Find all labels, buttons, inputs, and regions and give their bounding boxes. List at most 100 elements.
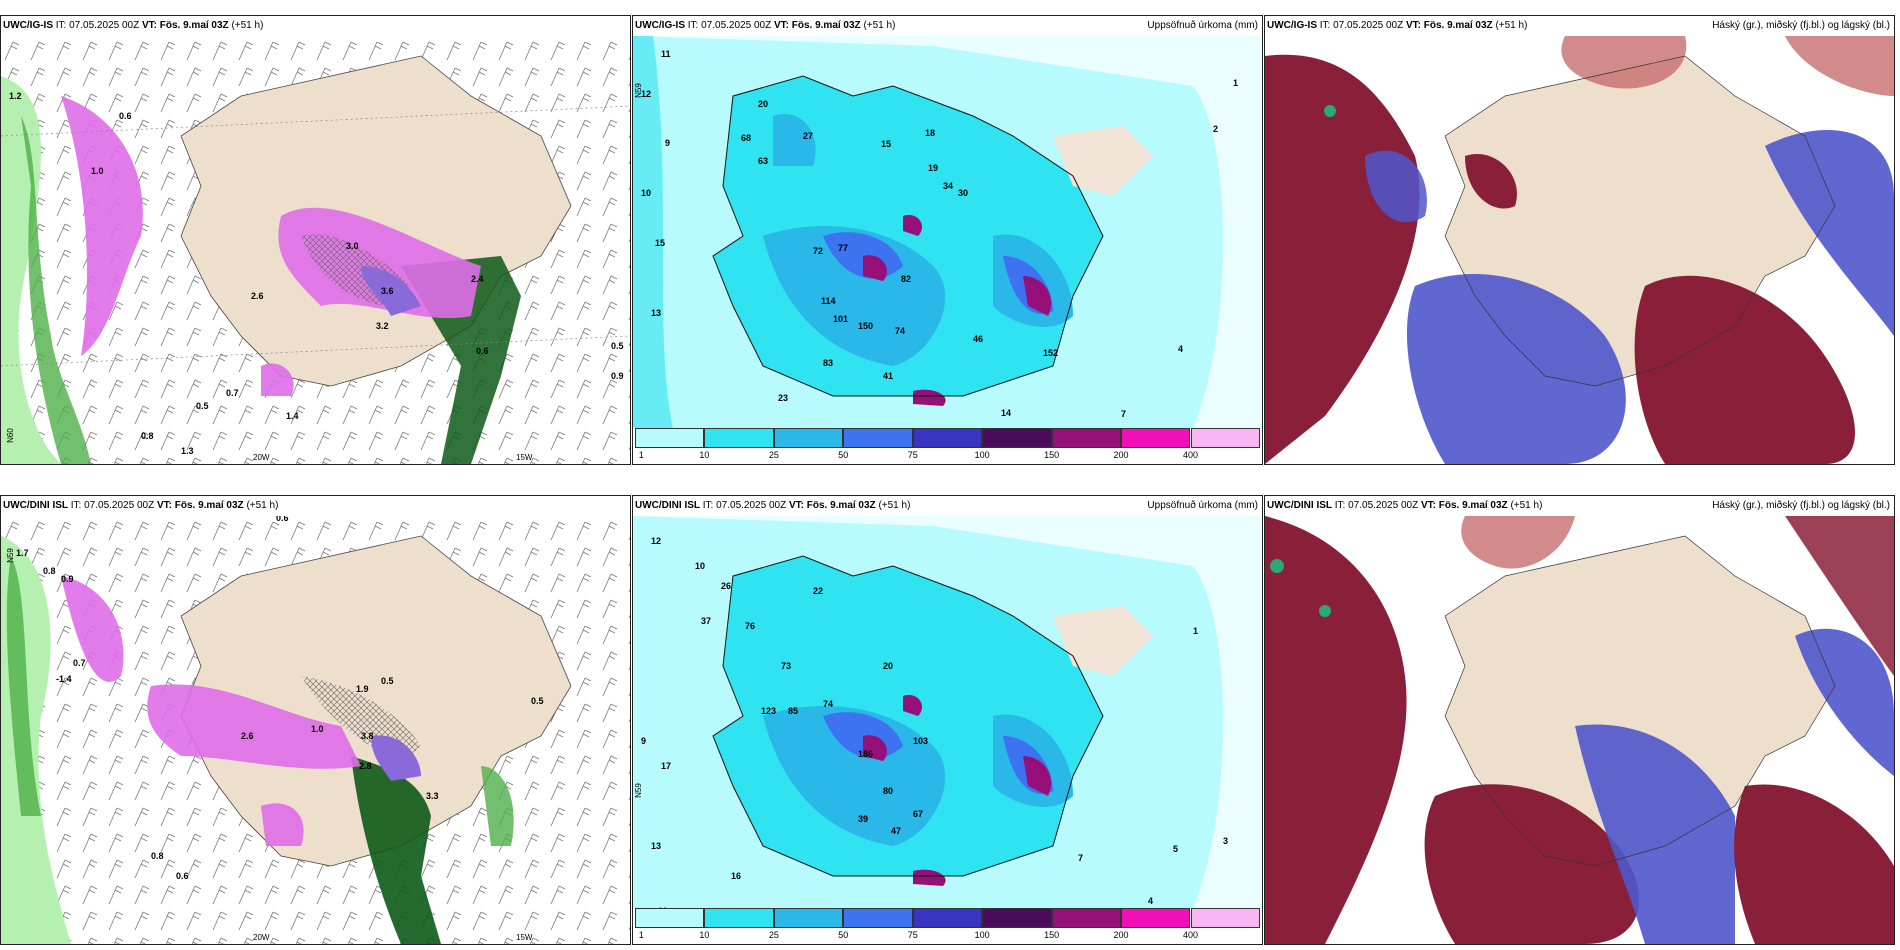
colorbar-swatch — [1190, 428, 1260, 448]
colorbar-swatch — [1051, 908, 1122, 928]
value-label: 0.6 — [276, 513, 289, 523]
value-label: 1.9 — [356, 684, 369, 694]
value-label: 0.7 — [73, 658, 86, 668]
value-label: 2.4 — [471, 274, 484, 284]
value-label: 68 — [741, 133, 752, 143]
panel-title: Háský (gr.), miðský (fj.bl.) og lágský (… — [1712, 20, 1890, 31]
value-label: 17 — [661, 761, 672, 771]
value-label: 3.0 — [346, 241, 359, 251]
value-label: 1.0 — [91, 166, 104, 176]
value-label: 1 — [1233, 78, 1239, 88]
value-label: 0.7 — [226, 388, 239, 398]
value-label: 3.8 — [361, 731, 374, 741]
colorbar-tick: 1 — [638, 930, 644, 940]
value-label: 0.5 — [531, 696, 544, 706]
init-time: 07.05.2025 00Z — [84, 500, 155, 511]
lat-label: N59 — [5, 548, 15, 563]
panel-accum-precip-bottom: UWC/DINI ISL IT: 07.05.2025 00Z VT: Fös.… — [632, 495, 1263, 945]
value-label: 30 — [958, 188, 969, 198]
model-name: UWC/IG-IS — [635, 20, 685, 31]
init-time: 07.05.2025 00Z — [1333, 20, 1404, 31]
value-label: 12 — [641, 89, 652, 99]
lat-label: N60 — [5, 428, 15, 443]
colorbar-swatch — [1190, 908, 1260, 928]
lon-label: 20W — [253, 453, 270, 462]
value-label: 152 — [1043, 348, 1059, 358]
value-label: 0.5 — [381, 676, 394, 686]
value-label: 13 — [651, 308, 662, 318]
value-label: 3 — [1223, 836, 1229, 846]
value-label: 2.8 — [359, 761, 372, 771]
value-label: 16 — [731, 871, 742, 881]
value-label: 0.9 — [611, 371, 624, 381]
value-label: 114 — [821, 296, 836, 306]
model-name: UWC/DINI ISL — [1267, 500, 1332, 511]
value-label: 2.6 — [241, 731, 254, 741]
panel-cloud-bottom: UWC/DINI ISL IT: 07.05.2025 00Z VT: Fös.… — [1264, 495, 1895, 945]
colorbar-tick: 150 — [1044, 930, 1060, 940]
model-name: UWC/DINI ISL — [635, 500, 700, 511]
value-label: 18 — [925, 128, 936, 138]
lead-time: (+51 h) — [1495, 20, 1528, 31]
value-label: 101 — [833, 314, 849, 324]
value-label: 39 — [858, 814, 869, 824]
colorbar-swatch — [773, 908, 844, 928]
value-label: 34 — [943, 181, 954, 191]
value-label: 0.8 — [43, 566, 56, 576]
panel-header: UWC/IG-IS IT: 07.05.2025 00Z VT: Fös. 9.… — [1, 16, 630, 36]
valid-time: Fös. 9.maí 03Z — [174, 500, 244, 511]
vt-label: VT: — [788, 500, 804, 511]
value-label: 47 — [891, 826, 902, 836]
value-label: 20 — [883, 661, 894, 671]
value-label: 1.4 — [286, 411, 299, 421]
value-label: 46 — [973, 334, 984, 344]
it-label: IT: — [1319, 20, 1331, 31]
colorbar-swatch — [912, 908, 983, 928]
value-label: 83 — [823, 358, 834, 368]
init-time: 07.05.2025 00Z — [701, 20, 772, 31]
value-label: 37 — [701, 616, 712, 626]
value-label: 4 — [1148, 896, 1154, 906]
value-label: 12 — [651, 536, 662, 546]
valid-time: Fös. 9.maí 03Z — [791, 20, 861, 31]
lon-label: 20W — [253, 933, 270, 942]
value-label: 7 — [1078, 853, 1084, 863]
value-label: 11 — [661, 49, 671, 59]
value-label: 27 — [803, 131, 814, 141]
value-label: 3.3 — [426, 791, 439, 801]
it-label: IT: — [702, 500, 714, 511]
colorbar-tick: 100 — [974, 450, 990, 460]
colorbar: 1 10 25 50 75 100 150 200 400 — [635, 908, 1260, 942]
value-label: 15 — [655, 238, 666, 248]
colorbar-swatch — [704, 428, 774, 448]
value-label: 72 — [813, 246, 824, 256]
value-label: 150 — [858, 321, 874, 331]
colorbar-swatch — [704, 908, 774, 928]
accum-precip-map — [633, 516, 1262, 908]
panel-wind-precip-bottom: UWC/DINI ISL IT: 07.05.2025 00Z VT: Fös.… — [0, 495, 631, 945]
value-label: -1.4 — [56, 674, 72, 684]
panel-title: Uppsöfnuð úrkoma (mm) — [1147, 500, 1258, 511]
lead-time: (+51 h) — [1510, 500, 1543, 511]
value-label: 14 — [1001, 408, 1012, 418]
value-label: 0.5 — [196, 401, 209, 411]
value-label: 103 — [913, 736, 929, 746]
value-label: 3.6 — [381, 286, 394, 296]
panel-cloud-top: UWC/IG-IS IT: 07.05.2025 00Z VT: Fös. 9.… — [1264, 15, 1895, 465]
lat-label: N59 — [633, 83, 643, 98]
value-label: 77 — [838, 243, 849, 253]
value-label: 9 — [665, 138, 671, 148]
valid-time: Fös. 9.maí 03Z — [1423, 20, 1493, 31]
model-name: UWC/IG-IS — [1267, 20, 1317, 31]
cloud-map — [1265, 516, 1894, 944]
colorbar-tick: 150 — [1044, 450, 1060, 460]
wind-precip-map — [1, 36, 630, 464]
colorbar-tick: 400 — [1182, 930, 1199, 940]
colorbar-tick: 75 — [907, 450, 918, 460]
value-label: 123 — [761, 706, 777, 716]
colorbar-tick: 100 — [974, 930, 990, 940]
colorbar-tick: 200 — [1113, 450, 1129, 460]
colorbar-tick: 75 — [907, 930, 918, 940]
wind-precip-map — [1, 516, 630, 944]
value-label: 82 — [901, 274, 912, 284]
